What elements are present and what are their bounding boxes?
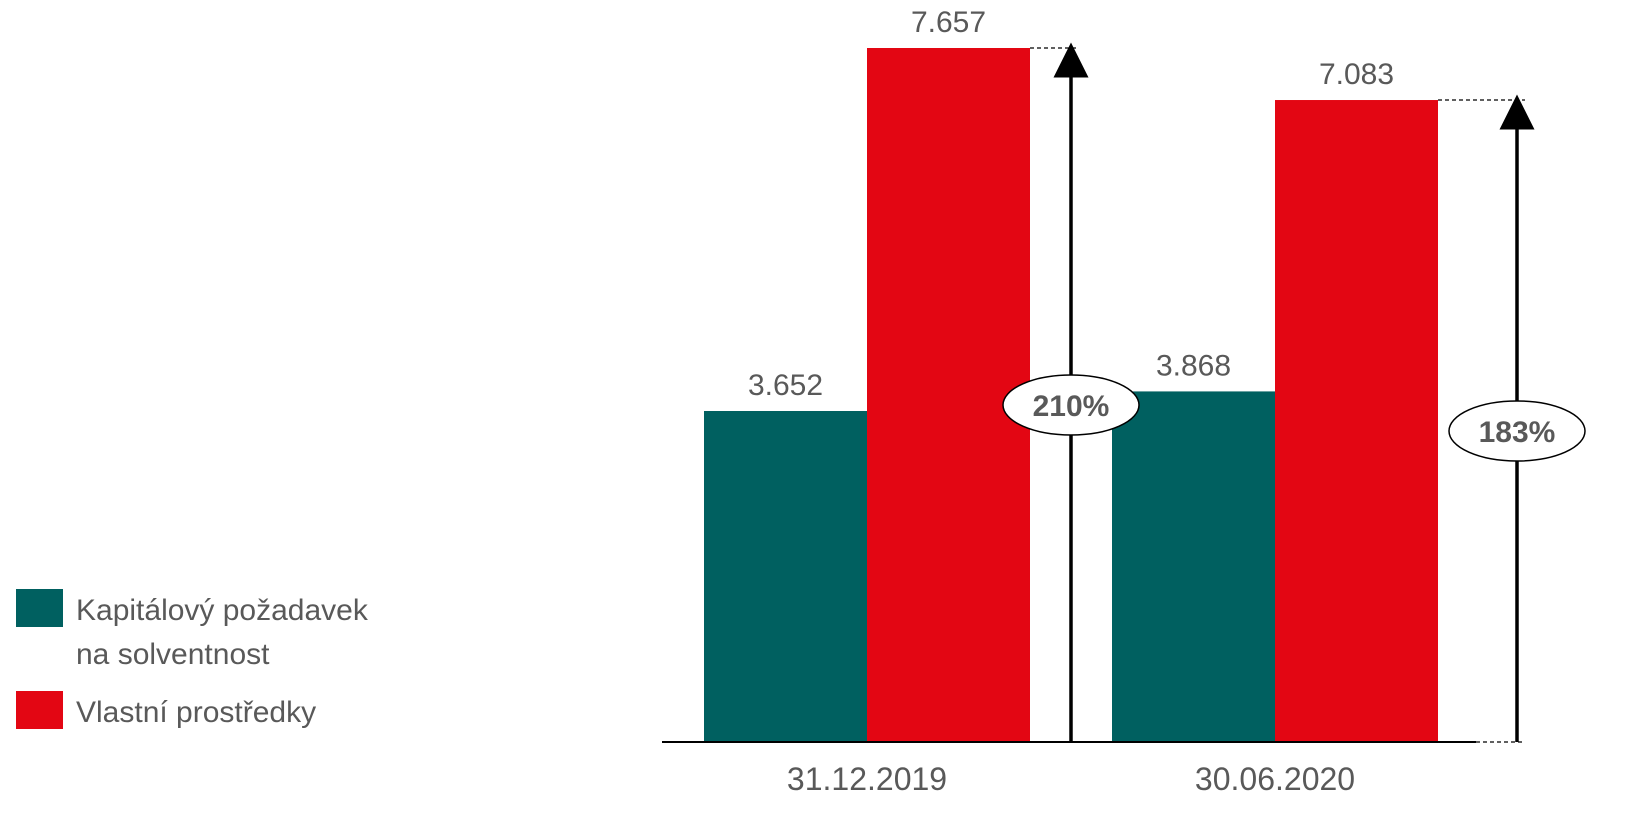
ratio-ellipse-0: [1002, 374, 1140, 436]
legend-label-0-line-0: Kapitálový požadavek: [76, 594, 369, 627]
data-label-capital-requirement-0: 3.652: [748, 369, 823, 402]
ratio-label-0: 210%: [1033, 390, 1110, 423]
data-label-own-funds-1: 7.083: [1319, 58, 1394, 91]
ratio-ellipse-1: [1448, 400, 1586, 462]
x-tick-label-0: 31.12.2019: [787, 761, 947, 797]
bar-capital-requirement-0: [704, 410, 867, 742]
x-tick-label-1: 30.06.2020: [1195, 761, 1355, 797]
ratio-label-1: 183%: [1479, 416, 1556, 449]
axis-layer: 31.12.2019 30.06.2020: [662, 741, 1525, 797]
ratio-layer: 210% 183%: [1002, 42, 1586, 742]
bars-layer: 3.652 7.657 3.868 7.083: [704, 6, 1438, 742]
legend: Kapitálový požadavek na solventnost Vlastn…: [16, 589, 369, 729]
bar-own-funds-0: [867, 48, 1030, 742]
bar-capital-requirement-1: [1112, 391, 1275, 742]
data-label-own-funds-0: 7.657: [911, 6, 986, 39]
legend-swatch-0: [16, 589, 63, 627]
legend-label-0-line-1: na solventnost: [76, 638, 270, 671]
legend-swatch-1: [16, 691, 63, 729]
legend-label-1-line-0: Vlastní prostředky: [76, 696, 316, 729]
data-label-capital-requirement-1: 3.868: [1156, 349, 1231, 382]
bar-own-funds-1: [1275, 100, 1438, 742]
